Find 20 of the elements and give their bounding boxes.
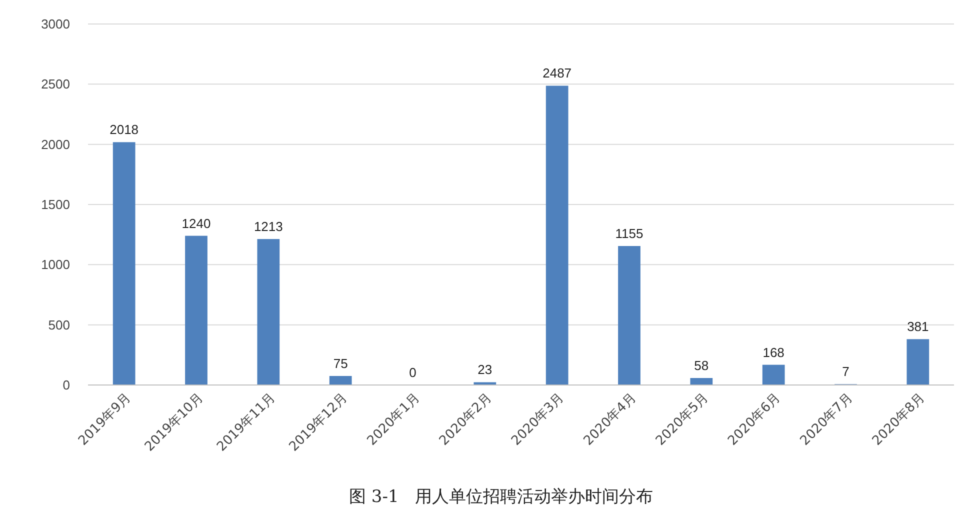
data-label: 7: [842, 364, 850, 380]
y-tick-label: 500: [48, 317, 70, 332]
data-label: 2018: [110, 122, 139, 138]
y-tick-label: 3000: [41, 16, 70, 32]
data-label: 1213: [254, 219, 283, 234]
data-label: 381: [907, 319, 929, 334]
data-label: 1240: [182, 216, 211, 231]
data-label: 75: [333, 356, 348, 371]
data-label: 2487: [542, 66, 572, 81]
data-label: 0: [409, 365, 416, 380]
y-tick-label: 2000: [41, 136, 70, 152]
y-tick-label: 2500: [41, 76, 70, 92]
y-tick-label: 1000: [41, 257, 70, 272]
data-label: 23: [478, 362, 492, 378]
text: 图 3-1 用人单位招聘活动举办时间分布: [349, 487, 653, 507]
y-tick-label: 0: [62, 378, 70, 393]
data-label: 168: [762, 344, 784, 360]
data-label: 1155: [615, 226, 644, 242]
y-tick-label: 1500: [41, 197, 70, 212]
data-label: 58: [694, 358, 709, 374]
